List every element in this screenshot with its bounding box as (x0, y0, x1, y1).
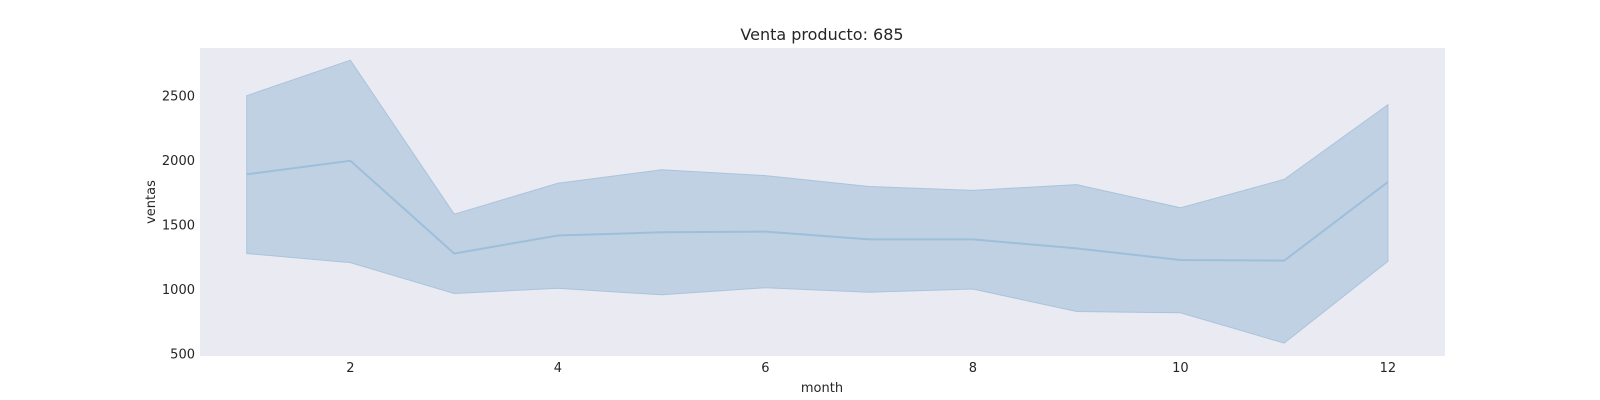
x-tick-label: 6 (761, 361, 769, 376)
y-tick-label: 1000 (162, 283, 195, 298)
x-tick-label: 8 (969, 361, 977, 376)
x-axis-ticks: 2 4 6 8 10 12 (346, 361, 1396, 376)
y-tick-label: 2000 (162, 154, 195, 169)
y-tick-label: 1500 (162, 219, 195, 234)
x-tick-label: 2 (346, 361, 354, 376)
x-tick-label: 12 (1380, 361, 1397, 376)
confidence-band (246, 59, 1389, 344)
chart-title: Venta producto: 685 (740, 25, 903, 44)
x-tick-label: 10 (1172, 361, 1189, 376)
x-axis-label: month (801, 381, 843, 396)
y-axis-ticks: 500 1000 1500 2000 2500 (162, 90, 195, 363)
x-tick-label: 4 (554, 361, 562, 376)
mean-line-layer (246, 159, 1389, 262)
y-tick-label: 500 (170, 347, 195, 362)
mean-line (246, 159, 1389, 262)
y-axis-label: ventas (144, 180, 159, 224)
confidence-band-layer (246, 59, 1389, 344)
y-tick-label: 2500 (162, 90, 195, 105)
